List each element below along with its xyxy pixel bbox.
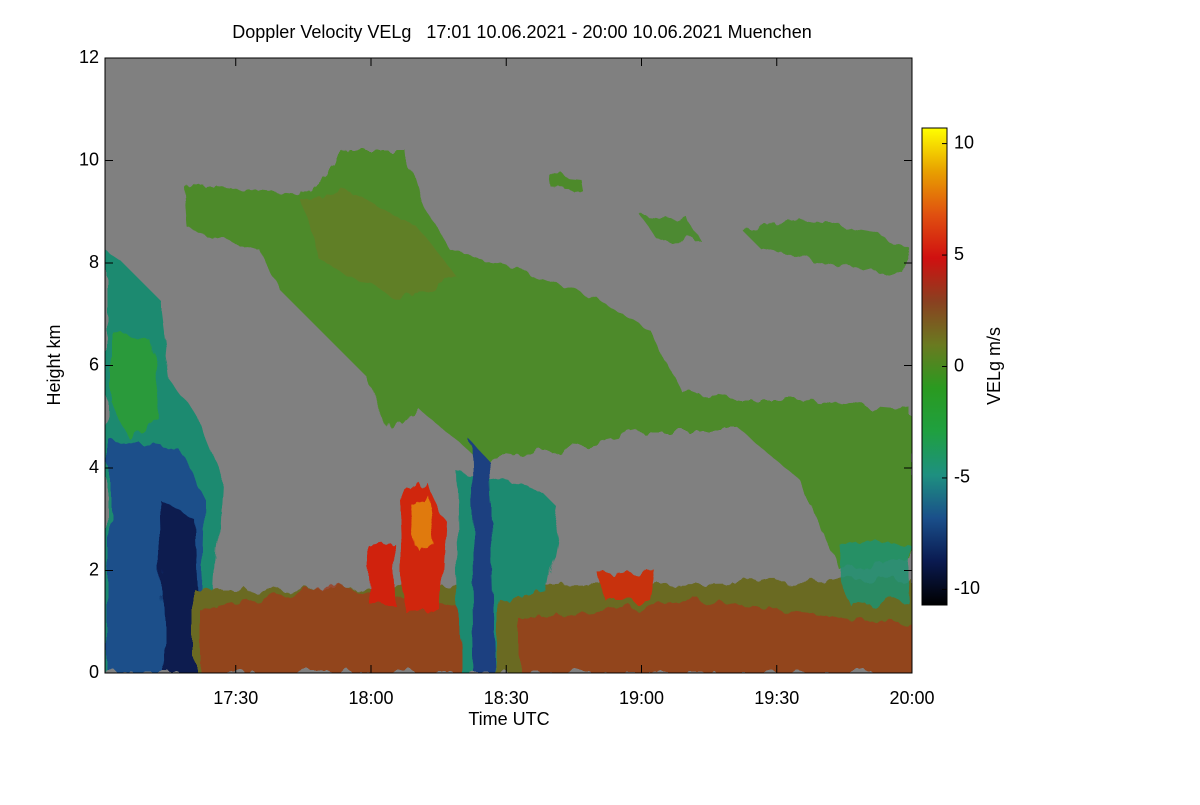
echo-shapes (105, 150, 912, 673)
convective-red-2 (368, 540, 395, 605)
x-tick-label: 19:30 (754, 688, 799, 708)
x-tick-label: 18:00 (348, 688, 393, 708)
x-tick-label: 19:00 (619, 688, 664, 708)
colorbar-tick-label: -5 (954, 467, 970, 487)
convective-green (110, 330, 160, 440)
x-tick-label: 17:30 (213, 688, 258, 708)
downdraft-2 (470, 440, 495, 673)
y-tick-label: 4 (89, 457, 99, 477)
y-tick-label: 6 (89, 354, 99, 374)
y-axis-label: Height km (44, 324, 64, 405)
downdraft-core (160, 500, 200, 673)
x-tick-label: 18:30 (484, 688, 529, 708)
red-patch (600, 570, 655, 600)
y-tick-label: 8 (89, 252, 99, 272)
y-tick-label: 0 (89, 662, 99, 682)
cirrus-patch (300, 190, 460, 300)
convective-orange (412, 495, 435, 550)
colorbar-tick-label: 5 (954, 244, 964, 264)
teal-fall-streaks (835, 540, 912, 605)
colorbar-tick-label: 10 (954, 132, 974, 152)
colorbar-label: VELg m/s (984, 327, 1004, 405)
velocity-field (105, 150, 912, 673)
y-tick-label: 2 (89, 559, 99, 579)
small-echo (550, 175, 582, 190)
boundary-layer-red (200, 585, 912, 673)
x-tick-label: 20:00 (889, 688, 934, 708)
x-axis-label: Time UTC (468, 709, 549, 729)
colorbar-tick-label: -10 (954, 578, 980, 598)
colorbar-tick-label: 0 (954, 355, 964, 375)
y-tick-label: 12 (79, 47, 99, 67)
y-tick-label: 10 (79, 149, 99, 169)
thin-band (640, 215, 912, 275)
chart-title: Doppler Velocity VELg 17:01 10.06.2021 -… (232, 22, 811, 42)
